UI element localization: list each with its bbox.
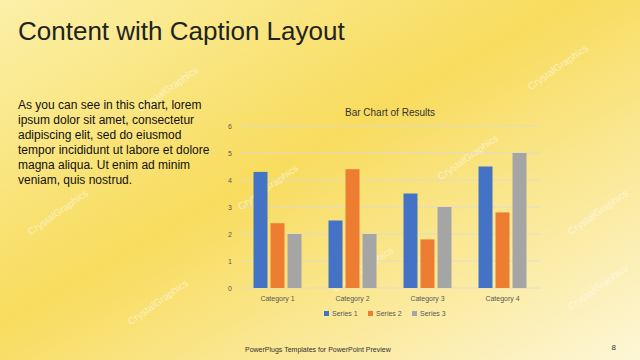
y-tick-label: 5	[228, 150, 232, 157]
grid-line	[240, 180, 540, 181]
bar	[438, 207, 452, 288]
legend-swatch	[412, 311, 417, 316]
grid-line	[240, 126, 540, 127]
grid-line	[240, 207, 540, 208]
bar	[496, 212, 510, 288]
bar	[288, 234, 302, 288]
bar	[254, 172, 268, 288]
bars	[254, 153, 527, 288]
y-tick-label: 1	[228, 258, 232, 265]
bar	[404, 194, 418, 289]
grid-line	[240, 153, 540, 154]
x-tick-label: Category 1	[260, 295, 294, 303]
bar	[479, 167, 493, 289]
grid-line	[240, 261, 540, 262]
bar	[271, 223, 285, 288]
legend-swatch	[368, 311, 373, 316]
legend-label: Series 3	[420, 310, 446, 317]
y-tick-label: 0	[228, 285, 232, 292]
grid-line	[240, 288, 540, 289]
grid-line	[240, 234, 540, 235]
legend-label: Series 1	[332, 310, 358, 317]
y-tick-label: 3	[228, 204, 232, 211]
bar	[329, 221, 343, 289]
slide-title: Content with Caption Layout	[18, 16, 345, 46]
y-tick-label: 2	[228, 231, 232, 238]
chart-title: Bar Chart of Results	[345, 107, 435, 118]
legend-swatch	[324, 311, 329, 316]
x-tick-label: Category 3	[410, 295, 444, 303]
watermark: CrystalGraphics	[526, 42, 591, 92]
watermark: CrystalGraphics	[26, 187, 91, 237]
background	[0, 0, 640, 360]
bar	[346, 169, 360, 288]
y-tick-label: 4	[228, 177, 232, 184]
y-tick-label: 6	[228, 123, 232, 130]
x-tick-label: Category 2	[335, 295, 369, 303]
slide: CrystalGraphics CrystalGraphics CrystalGra…	[0, 0, 640, 360]
page-number: 8	[612, 343, 617, 352]
watermark: CrystalGraphics	[236, 162, 301, 212]
watermark: CrystalGraphics	[566, 262, 631, 312]
footer: PowerPlugs Templates for PowerPoint Prev…	[245, 346, 392, 354]
watermark: CrystalGraphics	[126, 277, 191, 327]
caption: As you can see in this chart, lorem ipsu…	[18, 98, 210, 188]
bar	[421, 239, 435, 288]
bar	[513, 153, 527, 288]
bar	[363, 234, 377, 288]
watermark: CrystalGraphics	[566, 187, 631, 237]
legend-label: Series 2	[376, 310, 402, 317]
x-tick-label: Category 4	[485, 295, 519, 303]
